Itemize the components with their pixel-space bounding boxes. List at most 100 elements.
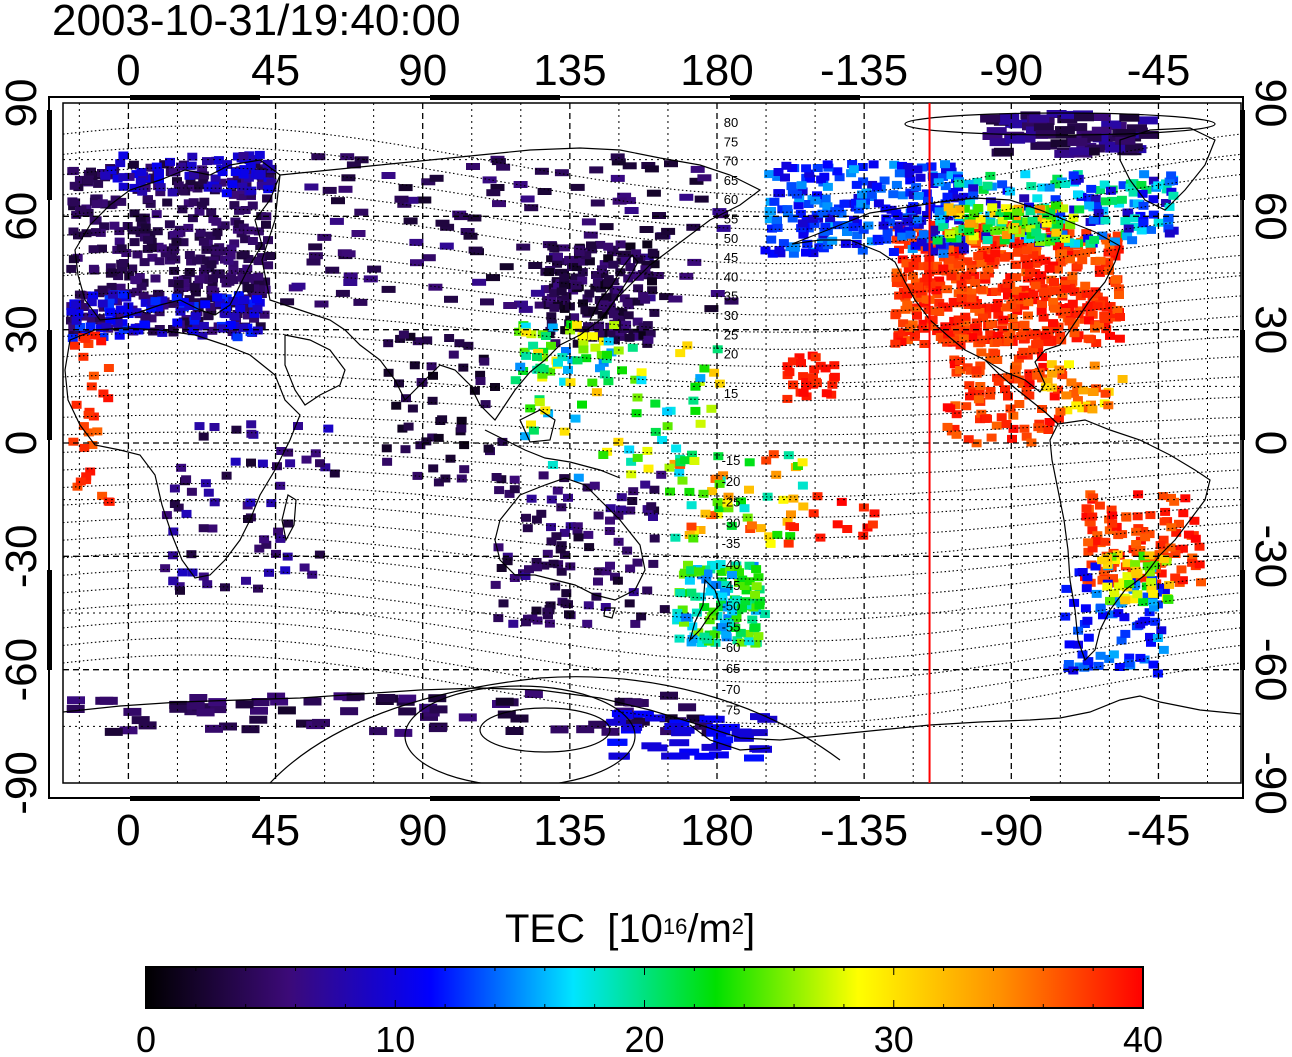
tec-cell — [624, 207, 639, 214]
tec-cell — [253, 171, 264, 180]
tec-cell — [1108, 310, 1119, 319]
tec-cell — [798, 372, 809, 381]
tec-cell — [433, 478, 444, 487]
tec-cell — [573, 533, 584, 542]
tec-cell — [1090, 287, 1101, 296]
tec-cell — [643, 335, 654, 344]
tec-cell — [1060, 110, 1081, 119]
tec-cell — [591, 592, 602, 601]
tec-cell — [714, 379, 725, 388]
tec-cell — [1022, 217, 1033, 226]
tec-cell — [403, 217, 418, 225]
tec-cell — [697, 174, 712, 182]
tec-cell — [187, 214, 198, 223]
tec-cell — [98, 333, 109, 341]
tec-cell — [1136, 226, 1147, 235]
tec-cell — [1036, 271, 1047, 280]
tec-cell — [237, 323, 248, 332]
tec-cell — [236, 192, 247, 201]
tec-cell — [751, 582, 762, 591]
tec-cell — [175, 586, 185, 595]
tec-cell — [949, 360, 960, 369]
tec-cell — [1033, 423, 1044, 432]
tec-cell — [916, 262, 927, 271]
tec-cell — [911, 306, 922, 315]
tec-cell — [1015, 134, 1036, 143]
tec-cell — [194, 422, 205, 431]
tec-cell — [793, 201, 804, 210]
tec-cell — [923, 261, 934, 270]
tec-cell — [896, 337, 907, 346]
tec-cell — [744, 561, 755, 570]
tec-cell — [114, 237, 125, 246]
tec-cell — [184, 301, 195, 310]
tec-cell — [1110, 252, 1121, 261]
tec-cell — [950, 401, 961, 410]
tec-cell — [884, 218, 895, 227]
tec-cell — [607, 738, 628, 746]
tec-cell — [555, 545, 566, 554]
frame-ticks — [47, 95, 1245, 801]
tec-cell — [842, 228, 852, 236]
tec-cell — [1122, 559, 1133, 568]
tec-cell — [314, 550, 325, 559]
tec-cell — [954, 179, 965, 188]
tec-cell — [786, 182, 797, 191]
tec-cell — [196, 201, 207, 210]
tec-cell — [943, 330, 954, 339]
tec-cell — [291, 282, 306, 290]
tec-cell — [686, 522, 697, 531]
tec-cell — [1038, 313, 1049, 322]
tec-cell — [394, 379, 404, 388]
tec-cell — [777, 205, 788, 214]
tec-cell — [285, 459, 296, 468]
tec-cell — [866, 190, 877, 199]
frame-segment — [1240, 110, 1245, 200]
tec-cell — [933, 266, 944, 275]
mag-contour — [63, 187, 1241, 248]
tec-cell — [138, 291, 149, 300]
tec-cell — [1080, 281, 1091, 290]
tec-cell — [410, 259, 424, 267]
tec-cell — [91, 200, 102, 209]
tec-cell — [584, 543, 595, 552]
tec-cell — [1174, 519, 1184, 528]
tec-cell — [819, 227, 830, 236]
bottom-lon-tick-labels: 0 45 90 135 180 -135 -90 -45 — [116, 806, 1190, 855]
tec-cell — [310, 449, 321, 458]
tec-cell — [664, 463, 675, 472]
tec-cell — [1064, 360, 1074, 369]
tec-cell — [440, 474, 451, 483]
tec-cell — [136, 168, 147, 176]
tec-cell — [69, 181, 80, 190]
tec-cell — [851, 180, 862, 189]
tec-cell — [829, 372, 840, 381]
tec-cell — [139, 258, 150, 267]
tec-cell — [97, 285, 108, 294]
tec-cell — [116, 309, 127, 318]
tec-cell — [778, 239, 789, 248]
tec-cell — [138, 172, 149, 181]
tec-cell — [1124, 653, 1135, 662]
tec-cell — [587, 332, 598, 341]
tec-cell — [1124, 659, 1134, 668]
tec-cell — [1057, 371, 1068, 380]
tec-cell — [973, 252, 984, 260]
tec-cell — [76, 205, 87, 214]
tec-cell — [903, 162, 914, 171]
tec-cell — [117, 264, 127, 273]
tec-cell — [626, 457, 637, 466]
tec-cell — [1119, 113, 1140, 122]
tec-cell — [648, 513, 658, 521]
tec-cell — [459, 441, 470, 450]
colorbar-tick-label: 10 — [375, 1019, 415, 1057]
tec-cell — [1070, 249, 1081, 258]
tec-cell — [803, 200, 814, 208]
tec-cell — [1008, 225, 1019, 234]
mag-contour — [63, 551, 1241, 601]
tec-cell — [801, 164, 812, 173]
tec-cell — [942, 192, 953, 201]
tec-cell — [238, 152, 249, 160]
tec-cell — [691, 608, 702, 617]
tec-cell — [705, 587, 716, 596]
